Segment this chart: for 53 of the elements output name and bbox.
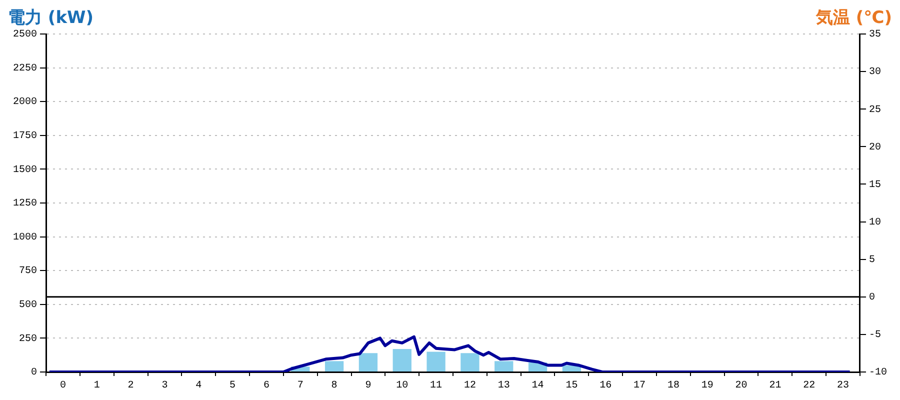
x-tick-label: 17 xyxy=(634,380,646,392)
y-tick-label: 1000 xyxy=(12,232,38,244)
x-tick-label: 21 xyxy=(769,380,782,392)
x-tick-label: 0 xyxy=(60,380,66,392)
y-tick-label: 750 xyxy=(18,266,38,278)
y2-tick-label: 25 xyxy=(868,104,882,116)
x-tick-label: 7 xyxy=(297,380,304,392)
y2-tick-label: 15 xyxy=(868,180,882,191)
y2-tick-label: 30 xyxy=(868,67,882,78)
x-tick-label: 5 xyxy=(230,380,236,392)
x-tick-label: 14 xyxy=(532,380,544,392)
y-tick-label: 2000 xyxy=(12,97,38,108)
bar xyxy=(494,361,514,372)
x-tick-label: 23 xyxy=(837,380,850,392)
y-tick-label: 1250 xyxy=(12,198,38,210)
y-tick-label: 500 xyxy=(18,300,38,312)
y-tick-label: 2500 xyxy=(12,30,38,41)
x-tick-label: 1 xyxy=(94,380,100,392)
bar xyxy=(426,352,446,372)
y-tick-label: 0 xyxy=(30,368,38,379)
y-tick-label: 250 xyxy=(18,334,38,345)
x-tick-label: 11 xyxy=(430,380,442,392)
y2-axis-title: 気温 (℃) xyxy=(816,7,892,29)
x-tick-label: 3 xyxy=(162,380,168,392)
x-tick-label: 8 xyxy=(331,380,338,392)
y2-tick-label: 0 xyxy=(868,292,876,304)
x-tick-label: 12 xyxy=(464,380,476,392)
x-tick-label: 4 xyxy=(196,380,202,392)
bar xyxy=(358,353,378,372)
y2-tick-label: 35 xyxy=(868,30,882,41)
x-tick-label: 13 xyxy=(498,380,510,392)
bar xyxy=(324,361,344,372)
y2-tick-label: -5 xyxy=(868,330,882,342)
x-tick-label: 16 xyxy=(600,380,612,392)
x-tick-label: 22 xyxy=(803,380,816,392)
x-tick-label: 19 xyxy=(701,380,714,392)
y-axis-title: 電力 (kW) xyxy=(8,7,94,29)
x-tick-label: 18 xyxy=(667,380,680,392)
x-tick-label: 15 xyxy=(566,380,578,392)
x-tick-label: 2 xyxy=(128,380,134,392)
y-tick-label: 1750 xyxy=(12,131,38,142)
y2-tick-label: 20 xyxy=(868,142,882,154)
x-tick-label: 10 xyxy=(396,380,408,392)
x-tick-label: 6 xyxy=(263,380,270,392)
y-tick-label: 2250 xyxy=(12,63,38,74)
x-tick-label: 20 xyxy=(735,380,748,392)
y2-tick-label: 10 xyxy=(868,217,882,228)
y2-tick-label: -10 xyxy=(868,368,888,379)
bar xyxy=(392,349,412,372)
y-tick-label: 1500 xyxy=(12,164,38,176)
bar xyxy=(460,353,480,372)
x-tick-label: 9 xyxy=(365,380,372,392)
y2-tick-label: 5 xyxy=(868,254,876,266)
